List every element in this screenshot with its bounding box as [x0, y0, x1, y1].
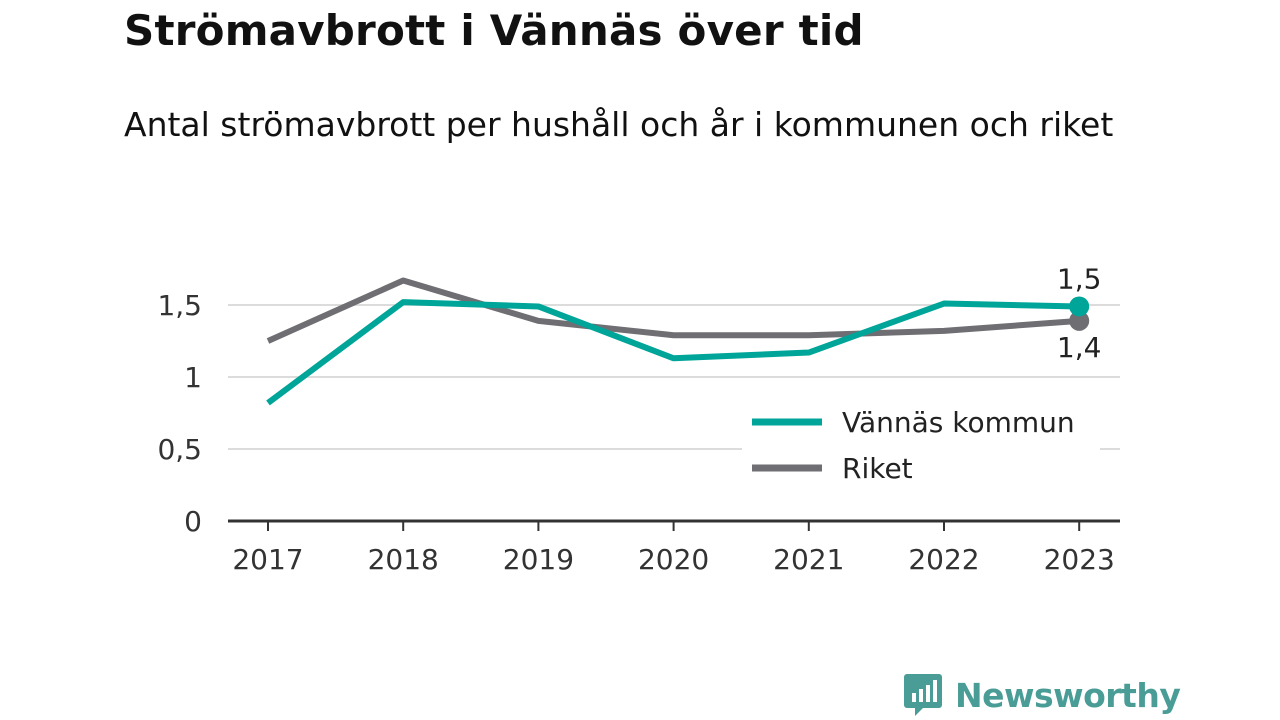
axes: 0 0,5 1 1,5 2017 2018 2019 2020 2021 2022 2023	[157, 289, 1120, 576]
series-end-marker-1	[1069, 310, 1090, 331]
legend: Vännäs kommun Riket	[742, 400, 1100, 496]
chart-title: Strömavbrott i Vännäs över tid	[124, 6, 864, 55]
x-tick-label: 2019	[503, 543, 574, 576]
series-line-1	[266, 277, 1080, 344]
series-end-marker-0	[1069, 296, 1090, 317]
y-tick-label: 1	[184, 361, 202, 394]
y-tick-label: 1,5	[157, 289, 202, 322]
x-tick-label: 2020	[638, 543, 709, 576]
legend-label-0: Vännäs kommun	[842, 406, 1075, 439]
legend-label-1: Riket	[842, 452, 913, 485]
x-tick-label: 2021	[773, 543, 844, 576]
x-tick-label: 2023	[1044, 543, 1115, 576]
brand-name: Newsworthy	[955, 675, 1181, 715]
y-tick-label: 0	[184, 505, 202, 538]
x-tick-label: 2017	[232, 543, 303, 576]
x-tick-label: 2022	[908, 543, 979, 576]
chart-subtitle: Antal strömavbrott per hushåll och år i …	[124, 105, 1114, 144]
y-tick-label: 0,5	[157, 433, 202, 466]
series-end-label-0: 1,5	[1057, 262, 1102, 295]
line-chart: 0 0,5 1 1,5 2017 2018 2019 2020 2021 2022 2023 1,5…	[157, 262, 1120, 576]
series-line-0	[266, 299, 1080, 406]
series-end-label-1: 1,4	[1057, 331, 1102, 364]
newsworthy-logo: Newsworthy	[903, 672, 1181, 718]
legend-background	[742, 400, 1100, 496]
bar-chart-speech-bubble-icon	[904, 674, 942, 716]
series-lines: 1,5 1,4	[266, 262, 1102, 406]
x-tick-label: 2018	[368, 543, 439, 576]
